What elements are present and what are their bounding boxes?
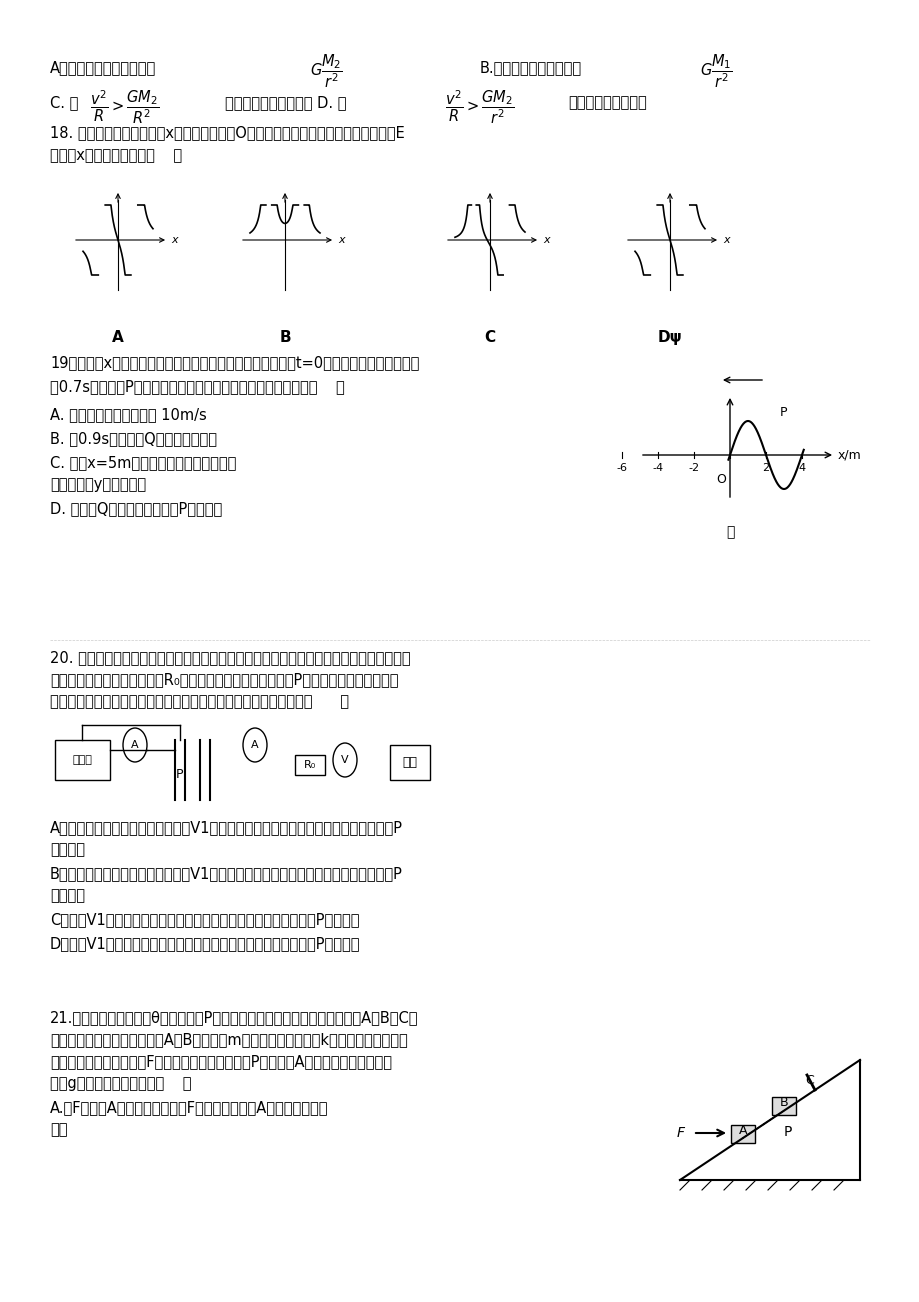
Text: 向下滑动: 向下滑动: [50, 888, 85, 904]
Text: 19．一列沿x轴负方向传播的简谐横波在某时刻（设该时间为t=0时刻）的波形如图所示，: 19．一列沿x轴负方向传播的简谐横波在某时刻（设该时间为t=0时刻）的波形如图所…: [50, 355, 419, 370]
Text: 滑行: 滑行: [50, 1122, 67, 1137]
Text: x: x: [542, 234, 549, 245]
Text: B: B: [779, 1096, 788, 1109]
Text: $\dfrac{v^2}{R}>\dfrac{GM_2}{r^2}$: $\dfrac{v^2}{R}>\dfrac{GM_2}{r^2}$: [445, 89, 514, 126]
Text: A.力F较小时A相对于斜面静止，F增加到某一值，A相对于斜面向上: A.力F较小时A相对于斜面静止，F增加到某一值，A相对于斜面向上: [50, 1100, 328, 1115]
Text: O: O: [715, 473, 725, 486]
Text: A．月球表面重力加速度为: A．月球表面重力加速度为: [50, 60, 156, 76]
Text: x/m: x/m: [837, 448, 861, 461]
Text: V: V: [341, 755, 348, 766]
Text: B.月球表面重力加速度为: B.月球表面重力加速度为: [480, 60, 582, 76]
Bar: [55, 740, 110, 780]
Text: A. 在该列波的传播速度是 10m/s: A. 在该列波的传播速度是 10m/s: [50, 408, 207, 422]
Text: 图: 图: [725, 525, 733, 539]
Text: 发电机: 发电机: [73, 755, 92, 766]
Bar: [731, 1125, 754, 1143]
Text: x: x: [337, 234, 345, 245]
Text: 2: 2: [762, 464, 768, 473]
Text: 用户: 用户: [403, 756, 417, 769]
Text: -6: -6: [616, 464, 627, 473]
Text: P: P: [779, 406, 787, 419]
Text: 20. 由于天气原因断电，某小区启动了临时供电系统，它由备用发电机和副线圈匝数可调的: 20. 由于天气原因断电，某小区启动了临时供电系统，它由备用发电机和副线圈匝数可…: [50, 650, 410, 665]
Bar: [295, 755, 324, 775]
Text: C. 如果x=5m处就是波源，则它刚开始起: C. 如果x=5m处就是波源，则它刚开始起: [50, 454, 236, 470]
Text: $G\dfrac{M_2}{r^2}$: $G\dfrac{M_2}{r^2}$: [310, 52, 343, 90]
Bar: [390, 745, 429, 780]
Text: ，就表明月球表面无水 D. 若: ，就表明月球表面无水 D. 若: [225, 95, 346, 109]
Bar: [772, 1098, 796, 1116]
Text: 随位置x变化规律的图是（    ）: 随位置x变化规律的图是（ ）: [50, 148, 182, 163]
Text: C. 若: C. 若: [50, 95, 78, 109]
Text: A: A: [251, 740, 258, 750]
Text: -2: -2: [687, 464, 698, 473]
Text: x: x: [171, 234, 177, 245]
Text: A: A: [738, 1124, 746, 1137]
Text: 平面。现开始用一水平力F从零开始缓慢增大作用于P，（物块A一直离开斜面，重力加: 平面。现开始用一水平力F从零开始缓慢增大作用于P，（物块A一直离开斜面，重力加: [50, 1055, 391, 1069]
Text: 在0.7s末，质点P恰好第二次到达波峰，则下列说法不正确的是（    ）: 在0.7s末，质点P恰好第二次到达波峰，则下列说法不正确的是（ ）: [50, 379, 345, 395]
Text: 向上滑动: 向上滑动: [50, 842, 85, 857]
Text: A: A: [112, 329, 124, 345]
Text: C．如果V1示数保持正常值不变，那么当用电器增加时，滑动触头P应向上滑: C．如果V1示数保持正常值不变，那么当用电器增加时，滑动触头P应向上滑: [50, 911, 359, 927]
Text: B. 在0.9s末，质点Q第一次到达波峰: B. 在0.9s末，质点Q第一次到达波峰: [50, 431, 217, 447]
Text: C: C: [805, 1074, 813, 1086]
Text: A．当发电机输出的电压发生波动使V1示数小于正常值，用电器不变时，应使滑动触头P: A．当发电机输出的电压发生波动使V1示数小于正常值，用电器不变时，应使滑动触头P: [50, 820, 403, 835]
Text: C: C: [484, 329, 495, 345]
Text: P: P: [176, 768, 184, 781]
Text: 一垂直固定在斜面上的挡板。A、B质量均为m，弹簧的劲度系数为k，系统静止于光滑水: 一垂直固定在斜面上的挡板。A、B质量均为m，弹簧的劲度系数为k，系统静止于光滑水: [50, 1032, 407, 1047]
Text: F: F: [676, 1126, 685, 1141]
Text: B．当发电机输出的电压发生波动使V1示数小于正常值，用电器不变时，应使滑动触头P: B．当发电机输出的电压发生波动使V1示数小于正常值，用电器不变时，应使滑动触头P: [50, 866, 403, 881]
Text: A: A: [131, 740, 139, 750]
Text: 4: 4: [798, 464, 805, 473]
Text: R₀: R₀: [303, 760, 316, 769]
Text: x: x: [722, 234, 729, 245]
Text: B: B: [278, 329, 290, 345]
Text: $\dfrac{v^2}{R}>\dfrac{GM_2}{R^2}$: $\dfrac{v^2}{R}>\dfrac{GM_2}{R^2}$: [90, 89, 159, 126]
Text: 器恰好正常工作，在下列情况下，要保证用电器仍能正常工作，则（      ）: 器恰好正常工作，在下列情况下，要保证用电器仍能正常工作，则（ ）: [50, 694, 348, 710]
Text: 变压器组成，如图所示，图中R₀表示输电线的电阻。滑动触头P置于某处时，用户的用电: 变压器组成，如图所示，图中R₀表示输电线的电阻。滑动触头P置于某处时，用户的用电: [50, 672, 398, 687]
Text: 就表明月球表面无水: 就表明月球表面无水: [567, 95, 646, 109]
Text: -4: -4: [652, 464, 663, 473]
Text: 速度g）下列说法正确的是（    ）: 速度g）下列说法正确的是（ ）: [50, 1075, 191, 1091]
Text: Dψ: Dψ: [657, 329, 682, 345]
Text: 18. 两个等量正点电荷位于x轴上，关于原点O呈对称分布，下列能正确描述电场强度E: 18. 两个等量正点电荷位于x轴上，关于原点O呈对称分布，下列能正确描述电场强度…: [50, 125, 404, 141]
Text: 21.如图所示，在倾角为θ的光滑斜面P的斜面上有两个用轻质弹簧相连的物块A、B，C为: 21.如图所示，在倾角为θ的光滑斜面P的斜面上有两个用轻质弹簧相连的物块A、B，…: [50, 1010, 418, 1025]
Text: D. 当质点Q到达波峰时，质点P到达波谷: D. 当质点Q到达波峰时，质点P到达波谷: [50, 501, 222, 516]
Text: P: P: [783, 1125, 791, 1139]
Text: $G\dfrac{M_1}{r^2}$: $G\dfrac{M_1}{r^2}$: [699, 52, 732, 90]
Text: D．如果V1示数保持正常值不变，那么当用电器增加时，滑动触头P应向下滑: D．如果V1示数保持正常值不变，那么当用电器增加时，滑动触头P应向下滑: [50, 936, 360, 950]
Text: 振的方向是y轴的正方向: 振的方向是y轴的正方向: [50, 477, 146, 492]
